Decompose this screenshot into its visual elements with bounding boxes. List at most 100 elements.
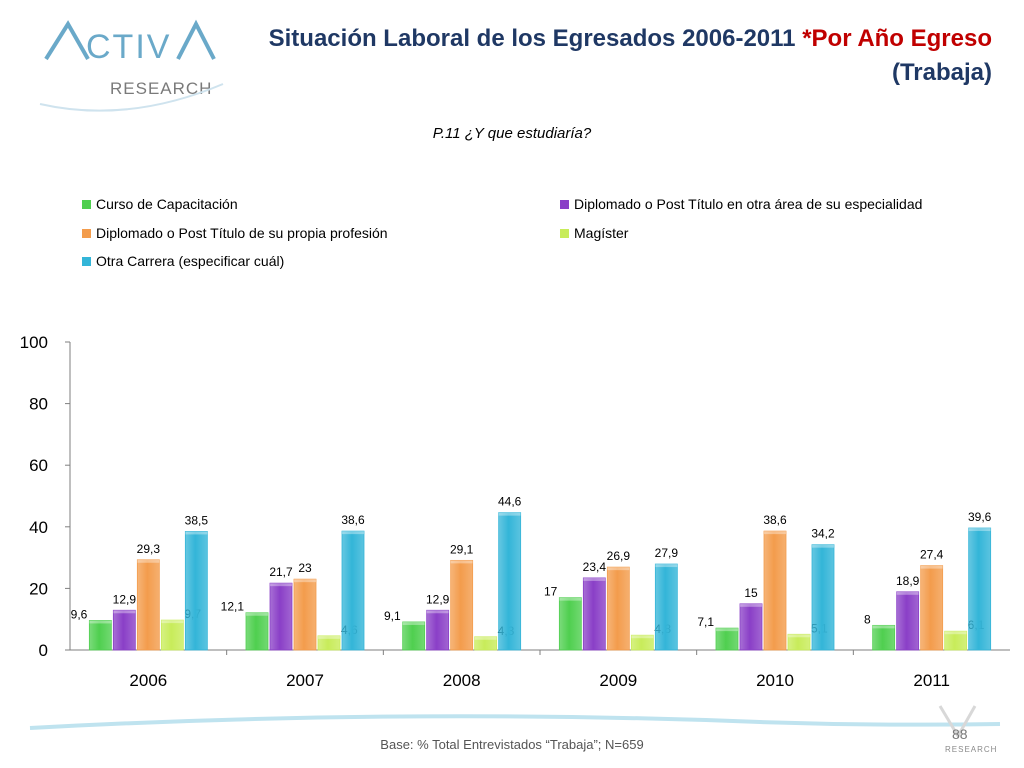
bar-highlight (559, 597, 582, 601)
bar-2011-s4 (968, 527, 992, 651)
activa-research-logo: CTIV RESEARCH (39, 19, 224, 112)
bar-highlight (294, 579, 316, 583)
bar-2009-s3 (630, 634, 654, 651)
bar-highlight (474, 636, 497, 640)
y-tick-label: 40 (29, 518, 48, 537)
bar-2006-s0 (88, 620, 112, 651)
bar-2009-s2 (606, 566, 630, 651)
bar-2008-s0 (402, 621, 426, 651)
svg-text:CTIV: CTIV (86, 28, 171, 66)
legend-item-diplomado-otra: Diplomado o Post Título en otra área de … (560, 196, 922, 212)
legend-item-otra-carrera: Otra Carrera (especificar cuál) (82, 253, 284, 269)
legend-label: Magíster (574, 225, 629, 241)
bar-highlight (318, 635, 340, 639)
x-tick-label: 2010 (756, 671, 794, 690)
bar-highlight (896, 591, 919, 595)
bar-highlight (872, 625, 895, 629)
data-label: 18,9 (896, 574, 920, 588)
bar-highlight (607, 567, 630, 571)
page-title: Situación Laboral de los Egresados 2006-… (232, 22, 992, 90)
legend-item-magister: Magíster (560, 225, 628, 241)
bar-highlight (161, 620, 184, 624)
bar-2010-s0 (715, 627, 739, 651)
bar-highlight (631, 635, 654, 639)
data-label: 44,6 (498, 495, 522, 509)
bar-chart: 0204060801009,612,929,39,738,5200612,121… (20, 333, 1010, 690)
bar-2006-s2 (136, 559, 160, 651)
bar-2008-s1 (426, 609, 450, 651)
y-tick-label: 80 (29, 395, 48, 414)
data-label: 9,1 (384, 609, 401, 623)
legend-label: Otra Carrera (especificar cuál) (96, 253, 285, 269)
bar-highlight (968, 528, 991, 532)
bar-highlight (583, 577, 606, 581)
bar-2008-s3 (474, 636, 498, 651)
title-accent: *Por Año Egreso (802, 25, 992, 52)
legend-item-diplomado-propia: Diplomado o Post Título de su propia pro… (82, 225, 388, 241)
legend-swatch (82, 228, 91, 238)
bar-2011-s2 (920, 565, 944, 651)
title-main: Situación Laboral de los Egresados 2006-… (268, 25, 803, 52)
footer-brand: RESEARCH (945, 745, 998, 754)
x-tick-label: 2011 (913, 671, 950, 690)
data-label: 38,5 (185, 513, 209, 527)
data-label: 9,6 (71, 607, 88, 621)
data-label: 12,9 (113, 592, 137, 606)
data-label: 26,9 (607, 549, 631, 563)
data-label: 34,2 (811, 527, 835, 541)
data-label: 38,6 (763, 513, 787, 527)
data-label: 27,9 (655, 546, 679, 560)
footer-base-note: Base: % Total Entrevistados “Trabaja”; N… (380, 737, 644, 752)
bar-2006-s1 (112, 609, 136, 651)
bar-highlight (185, 531, 208, 535)
x-tick-label: 2009 (599, 671, 637, 690)
bar-2011-s1 (896, 591, 920, 651)
bar-highlight (716, 628, 738, 632)
bar-2006-s3 (160, 619, 184, 651)
data-label: 29,3 (137, 542, 161, 556)
bar-2010-s3 (787, 633, 811, 651)
y-tick-label: 100 (20, 333, 48, 352)
bar-highlight (113, 610, 136, 614)
bar-highlight (788, 634, 810, 638)
bar-highlight (740, 603, 762, 607)
title-line2: (Trabaja) (891, 59, 992, 86)
data-label: 38,6 (341, 513, 365, 527)
x-tick-label: 2006 (129, 671, 167, 690)
bar-highlight (402, 621, 425, 625)
bar-highlight (137, 559, 160, 563)
bar-2008-s2 (450, 559, 474, 651)
bar-2007-s3 (317, 635, 341, 651)
data-label: 17 (544, 585, 558, 599)
legend-item-curso: Curso de Capacitación (82, 196, 238, 212)
legend-swatch (82, 256, 91, 266)
bar-2007-s1 (269, 582, 293, 651)
data-label: 27,4 (920, 548, 944, 562)
legend-label: Curso de Capacitación (96, 196, 238, 212)
bar-highlight (812, 544, 834, 548)
bar-highlight (270, 583, 292, 587)
bar-2007-s4 (341, 530, 365, 651)
bar-2011-s0 (872, 624, 896, 651)
legend-swatch (560, 199, 569, 209)
data-label: 15 (744, 586, 758, 600)
legend-label: Diplomado o Post Título en otra área de … (574, 196, 923, 212)
page-number: 88 (952, 726, 968, 742)
bar-2008-s4 (498, 512, 522, 651)
data-label: 23 (298, 561, 312, 575)
bar-highlight (655, 564, 678, 568)
y-tick-label: 0 (39, 641, 48, 660)
bar-2007-s0 (245, 612, 269, 651)
bar-2009-s0 (558, 597, 582, 651)
y-tick-label: 20 (29, 579, 48, 598)
data-label: 12,9 (426, 592, 450, 606)
bar-2006-s4 (184, 531, 208, 651)
bar-highlight (89, 620, 112, 624)
bar-2009-s1 (582, 577, 606, 651)
bar-2010-s4 (811, 544, 835, 651)
x-tick-label: 2008 (443, 671, 481, 690)
data-label: 29,1 (450, 542, 474, 556)
data-label: 12,1 (221, 600, 245, 614)
bar-2007-s2 (293, 578, 317, 651)
svg-text:RESEARCH: RESEARCH (110, 79, 212, 98)
